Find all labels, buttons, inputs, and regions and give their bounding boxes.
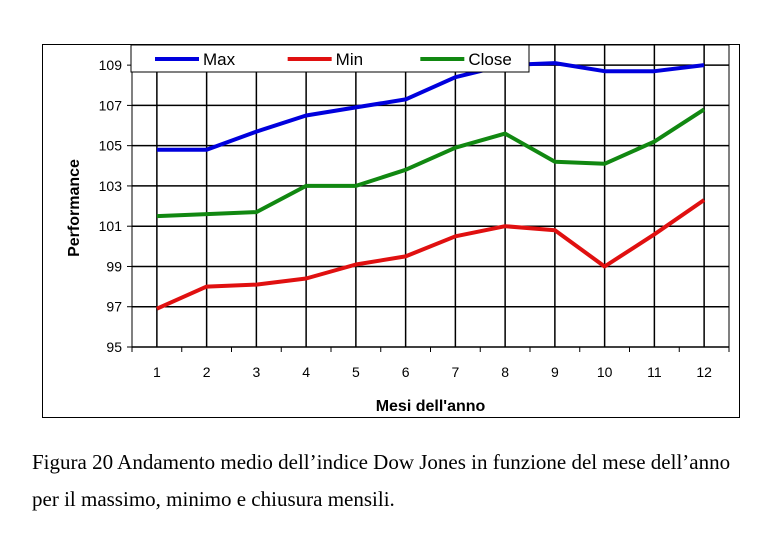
y-tick-label: 103: [99, 178, 123, 194]
x-tick-label: 1: [153, 364, 161, 380]
figure-caption: Figura 20 Andamento medio dell’indice Do…: [32, 450, 731, 511]
y-tick-label: 105: [99, 138, 123, 154]
series-line-close: [156, 107, 706, 219]
y-tick-label: 101: [99, 218, 123, 234]
y-tick-label: 107: [99, 97, 123, 113]
series-line-min: [156, 198, 706, 311]
x-tick-label: 4: [302, 364, 310, 380]
x-tick-label: 2: [203, 364, 211, 380]
x-tick-label: 10: [597, 364, 613, 380]
legend-label: Close: [468, 50, 511, 69]
x-tick-label: 12: [696, 364, 712, 380]
chart-frame: 95 97 99 101 103 105 107 109 1 2 3 4 5 6 7 8 9 10 11 12 Max…: [42, 44, 740, 418]
legend-label: Max: [203, 50, 236, 69]
series: [156, 61, 706, 311]
y-tick-label: 99: [106, 258, 122, 274]
x-tick-label: 8: [501, 364, 509, 380]
legend-label: Min: [336, 50, 363, 69]
x-axis-title: Mesi dell'anno: [376, 398, 486, 415]
series-line-max: [156, 61, 705, 152]
legend: Max Min Close: [130, 45, 530, 73]
x-tick-label: 7: [451, 364, 459, 380]
x-tick-label: 5: [352, 364, 360, 380]
y-axis-title: Performance: [66, 159, 83, 257]
y-tick-label: 97: [106, 299, 122, 315]
grid: [131, 45, 730, 348]
x-tick-label: 9: [551, 364, 559, 380]
x-tick-label: 6: [402, 364, 410, 380]
x-tick-label: 11: [647, 364, 662, 380]
y-tick-label: 109: [99, 57, 123, 73]
x-tick-label: 3: [252, 364, 260, 380]
y-tick-label: 95: [106, 339, 122, 355]
